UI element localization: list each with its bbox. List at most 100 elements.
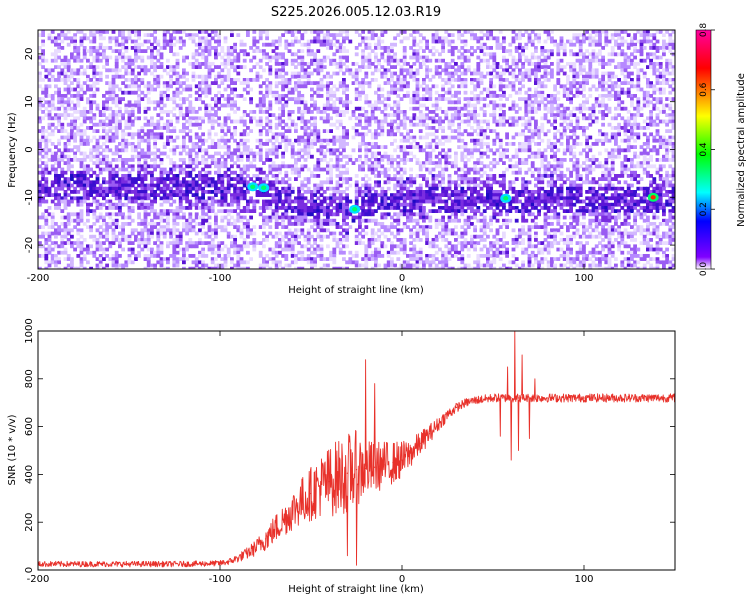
heatmap-cell	[386, 122, 391, 127]
heatmap-cell	[550, 174, 554, 178]
heatmap-cell	[614, 84, 618, 89]
heatmap-cell	[489, 46, 493, 50]
heatmap-cell	[630, 97, 634, 101]
heatmap-cell	[556, 42, 561, 47]
heatmap-cell	[598, 164, 602, 169]
heatmap-cell	[76, 52, 81, 57]
heatmap-cell	[57, 36, 61, 41]
heatmap-cell	[473, 145, 477, 149]
heatmap-cell	[175, 74, 180, 79]
heatmap-cell	[316, 49, 321, 53]
heatmap-cell	[73, 145, 77, 149]
heatmap-cell	[518, 46, 522, 50]
heatmap-cell	[242, 119, 247, 124]
heatmap-cell	[425, 58, 429, 63]
heatmap-cell	[633, 132, 637, 137]
heatmap-cell	[86, 87, 90, 92]
heatmap-cell	[121, 46, 125, 50]
heatmap-cell	[646, 170, 650, 175]
heatmap-cell	[668, 58, 673, 63]
heatmap-cell	[582, 167, 586, 172]
heatmap-cell	[281, 78, 285, 82]
heatmap-cell	[313, 129, 317, 133]
heatmap-cell	[457, 113, 461, 117]
heatmap-cell	[54, 151, 58, 156]
heatmap-cell	[527, 138, 532, 143]
heatmap-cell	[556, 164, 561, 169]
heatmap-cell	[47, 94, 52, 98]
heatmap-cell	[511, 58, 516, 63]
heatmap-cell	[207, 87, 212, 92]
heatmap-cell	[137, 170, 141, 175]
heatmap-cell	[498, 94, 503, 98]
heatmap-cell	[537, 62, 541, 66]
heatmap-cell	[566, 87, 570, 92]
heatmap-cell	[655, 116, 660, 121]
heatmap-cell	[169, 161, 173, 165]
heatmap-cell	[665, 30, 669, 34]
heatmap-cell	[38, 170, 42, 175]
heatmap-cell	[124, 132, 129, 137]
heatmap-cell	[367, 158, 372, 162]
heatmap-cell	[399, 65, 404, 69]
heatmap-cell	[582, 81, 586, 85]
heatmap-cell	[655, 74, 660, 79]
heatmap-cell	[418, 65, 423, 69]
heatmap-cell	[530, 151, 535, 156]
heatmap-cell	[102, 55, 106, 60]
heatmap-cell	[172, 180, 177, 185]
heatmap-cell	[271, 94, 276, 98]
heatmap-cell	[146, 151, 151, 156]
heatmap-cell	[412, 71, 417, 76]
heatmap-cell	[351, 62, 356, 66]
heatmap-cell	[450, 33, 455, 37]
heatmap-cell	[646, 116, 650, 121]
heatmap-cell	[38, 97, 42, 101]
heatmap-cell	[191, 116, 196, 121]
heatmap-cell	[658, 55, 663, 60]
heatmap-cell	[374, 154, 378, 159]
heatmap-cell	[268, 183, 273, 188]
heatmap-cell	[50, 164, 55, 169]
heatmap-cell	[390, 122, 394, 127]
heatmap-cell	[406, 71, 410, 76]
heatmap-cell	[185, 113, 189, 117]
heatmap-cell	[198, 135, 202, 140]
heatmap-cell	[377, 36, 381, 41]
heatmap-cell	[447, 180, 452, 185]
heatmap-cell	[108, 68, 113, 73]
heatmap-cell	[47, 84, 52, 89]
heatmap-cell	[463, 145, 468, 149]
heatmap-cell	[105, 129, 109, 133]
heatmap-cell	[646, 97, 650, 101]
heatmap-cell	[639, 113, 644, 117]
heatmap-cell	[438, 65, 442, 69]
heatmap-cell	[607, 177, 612, 181]
heatmap-cell	[374, 46, 378, 50]
heatmap-cell	[233, 49, 237, 53]
heatmap-cell	[582, 84, 586, 89]
heatmap-cell	[473, 167, 477, 172]
heatmap-cell	[284, 170, 289, 175]
heatmap-cell	[591, 68, 596, 73]
heatmap-cell	[226, 52, 231, 57]
heatmap-cell	[313, 58, 317, 63]
heatmap-cell	[121, 183, 125, 188]
heatmap-cell	[460, 46, 465, 50]
heatmap-cell	[79, 132, 84, 137]
heatmap-cell	[82, 167, 87, 172]
heatmap-cell	[108, 55, 113, 60]
heatmap-cell	[95, 55, 100, 60]
heatmap-cell	[457, 116, 461, 121]
heatmap-cell	[329, 174, 333, 178]
heatmap-cell	[345, 142, 349, 146]
heatmap-cell	[511, 87, 516, 92]
heatmap-cell	[354, 97, 359, 101]
heatmap-cell	[377, 122, 381, 127]
heatmap-cell	[41, 97, 45, 101]
heatmap-cell	[383, 106, 388, 111]
heatmap-cell	[66, 65, 71, 69]
heatmap-cell	[518, 132, 522, 137]
heatmap-cell	[121, 39, 125, 44]
heatmap-cell	[537, 167, 541, 172]
